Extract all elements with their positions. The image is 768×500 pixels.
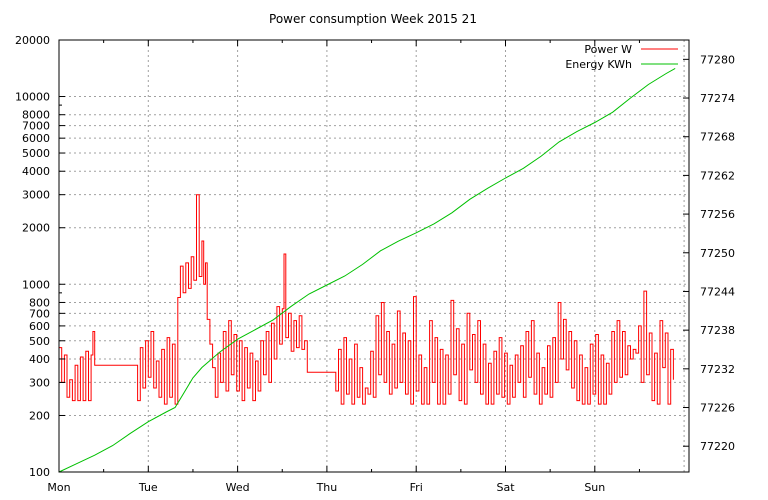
y-left-tick-label: 10000	[15, 91, 50, 104]
x-tick-label-mon: Mon	[47, 481, 70, 494]
x-tick-label-fri: Fri	[410, 481, 423, 494]
y-left-tick-label: 6000	[22, 132, 50, 145]
y-left-tick-label: 100	[29, 466, 50, 479]
series-area	[58, 67, 676, 473]
y-left-tick-label: 3000	[22, 189, 50, 202]
x-tick-label-wed: Wed	[226, 481, 250, 494]
y-right-tick-label: 77262	[700, 169, 735, 182]
grid	[59, 40, 689, 472]
y-left-tick-label: 8000	[22, 109, 50, 122]
tick-labels: Mon Tue Wed Thu Fri Sat Sun1002003004005006007…	[15, 34, 735, 494]
y-right-tick-label: 77268	[700, 131, 735, 144]
y-left-tick-label: 4000	[22, 165, 50, 178]
y-left-tick-label: 800	[29, 296, 50, 309]
ticks	[58, 39, 689, 473]
y-left-tick-label: 700	[29, 307, 50, 320]
y-right-tick-label: 77256	[700, 208, 735, 221]
y-left-tick-label: 7000	[22, 120, 50, 133]
y-left-tick-label: 20000	[15, 34, 50, 47]
x-tick-label-sun: Sun	[584, 481, 605, 494]
legend-label-energy-kwh: Energy KWh	[565, 58, 632, 71]
y-right-tick-label: 77226	[700, 402, 735, 415]
y-left-tick-label: 200	[29, 409, 50, 422]
y-left-tick-label: 300	[29, 376, 50, 389]
y-left-tick-label: 500	[29, 335, 50, 348]
y-right-tick-label: 77250	[700, 247, 735, 260]
y-right-tick-label: 77274	[700, 92, 735, 105]
legend: Power W Energy KWh	[565, 43, 678, 71]
legend-label-power-w: Power W	[584, 43, 632, 56]
y-right-tick-label: 77280	[700, 53, 735, 66]
y-left-tick-label: 5000	[22, 147, 50, 160]
y-right-tick-label: 77220	[700, 440, 735, 453]
x-tick-label-sat: Sat	[496, 481, 515, 494]
chart-title: Power consumption Week 2015 21	[269, 12, 477, 26]
y-left-tick-label: 600	[29, 320, 50, 333]
y-right-tick-label: 77244	[700, 285, 735, 298]
y-left-tick-label: 400	[29, 353, 50, 366]
y-right-tick-label: 77232	[700, 363, 735, 376]
x-tick-label-thu: Thu	[316, 481, 338, 494]
x-tick-label-tue: Tue	[138, 481, 158, 494]
y-left-tick-label: 2000	[22, 222, 50, 235]
series-line-energy-kwh	[58, 67, 676, 473]
y-right-tick-label: 77238	[700, 324, 735, 337]
y-left-tick-label: 1000	[22, 278, 50, 291]
plot-frame	[58, 39, 690, 473]
series-line-power-w	[59, 194, 674, 405]
